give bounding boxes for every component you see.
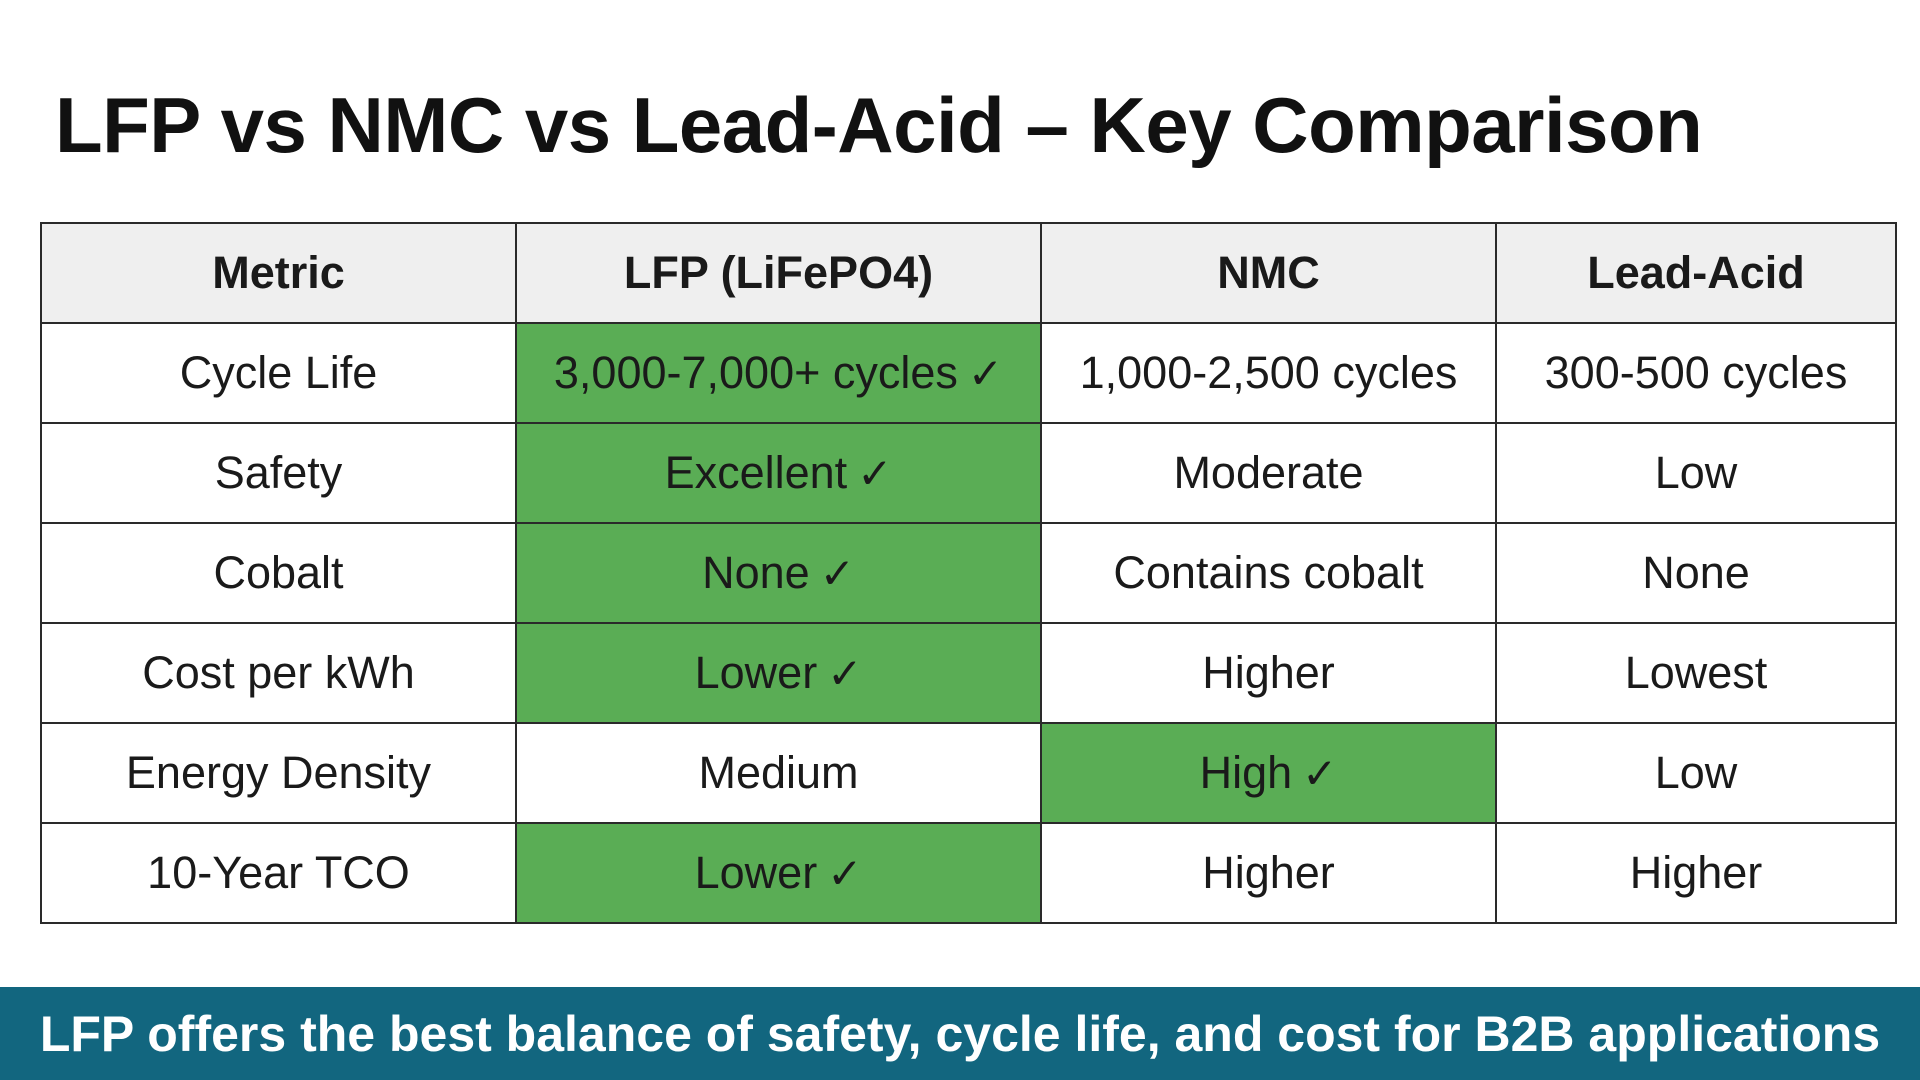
lead-acid-cell: None [1495, 522, 1897, 624]
metric-cell: Cycle Life [40, 322, 517, 424]
nmc-cell: 1,000-2,500 cycles [1040, 322, 1497, 424]
cell-text: Medium [698, 747, 859, 798]
lfp-cell: Lower ✓ [515, 822, 1042, 924]
header-metric: Metric [40, 222, 517, 324]
checkmark-icon: ✓ [857, 449, 893, 498]
slide-title: LFP vs NMC vs Lead-Acid – Key Comparison [55, 81, 1703, 169]
lead-acid-cell: Lowest [1495, 622, 1897, 724]
lead-acid-cell: Higher [1495, 822, 1897, 924]
checkmark-icon: ✓ [827, 849, 863, 898]
header-lfp: LFP (LiFePO4) [515, 222, 1042, 324]
comparison-table: Metric LFP (LiFePO4) NMC Lead-Acid Cycle… [40, 222, 1897, 924]
lead-acid-cell: Low [1495, 422, 1897, 524]
metric-cell: Cobalt [40, 522, 517, 624]
cell-text: Lower [694, 647, 818, 698]
nmc-cell: Moderate [1040, 422, 1497, 524]
table-row: Cobalt None ✓ Contains cobalt None [40, 522, 1897, 624]
cell-text: Lowest [1624, 647, 1768, 698]
table-row: Safety Excellent ✓ Moderate Low [40, 422, 1897, 524]
cell-text: 3,000-7,000+ cycles [553, 347, 958, 398]
table-row: Cycle Life 3,000-7,000+ cycles ✓ 1,000-2,50… [40, 322, 1897, 424]
cell-text: None [702, 547, 810, 598]
checkmark-icon: ✓ [827, 649, 863, 698]
table-body: Cycle Life 3,000-7,000+ cycles ✓ 1,000-2,50… [40, 322, 1897, 924]
nmc-cell: Higher [1040, 622, 1497, 724]
cell-text: Higher [1202, 847, 1335, 898]
lfp-cell: Excellent ✓ [515, 422, 1042, 524]
table-row: Energy Density Medium High ✓ Low [40, 722, 1897, 824]
checkmark-icon: ✓ [967, 349, 1004, 398]
cell-text: 1,000-2,500 cycles [1079, 347, 1458, 398]
cell-text: Higher [1629, 847, 1763, 898]
metric-cell: 10-Year TCO [40, 822, 517, 924]
nmc-cell: Higher [1040, 822, 1497, 924]
cell-text: High [1199, 747, 1293, 798]
lfp-cell: Lower ✓ [515, 622, 1042, 724]
table-header-row: Metric LFP (LiFePO4) NMC Lead-Acid [40, 222, 1897, 324]
cell-text: 300-500 cycles [1544, 347, 1848, 398]
cell-text: Low [1654, 747, 1738, 798]
nmc-cell: High ✓ [1040, 722, 1497, 824]
cell-text: Low [1654, 447, 1738, 498]
cell-text: Lower [694, 847, 818, 898]
metric-cell: Cost per kWh [40, 622, 517, 724]
lfp-cell: Medium [515, 722, 1042, 824]
table-row: 10-Year TCO Lower ✓ Higher Higher [40, 822, 1897, 924]
summary-banner: LFP offers the best balance of safety, c… [0, 987, 1920, 1080]
cell-text: Excellent [664, 447, 848, 498]
checkmark-icon: ✓ [819, 549, 855, 598]
checkmark-icon: ✓ [1302, 749, 1338, 798]
lfp-cell: 3,000-7,000+ cycles ✓ [515, 322, 1042, 424]
lead-acid-cell: 300-500 cycles [1495, 322, 1897, 424]
cell-text: Contains cobalt [1113, 547, 1424, 598]
header-lead-acid: Lead-Acid [1495, 222, 1897, 324]
lead-acid-cell: Low [1495, 722, 1897, 824]
lfp-cell: None ✓ [515, 522, 1042, 624]
summary-banner-text: LFP offers the best balance of safety, c… [39, 1005, 1881, 1062]
table-row: Cost per kWh Lower ✓ Higher Lowest [40, 622, 1897, 724]
metric-cell: Safety [40, 422, 517, 524]
nmc-cell: Contains cobalt [1040, 522, 1497, 624]
metric-cell: Energy Density [40, 722, 517, 824]
cell-text: None [1642, 547, 1750, 598]
cell-text: Higher [1202, 647, 1335, 698]
cell-text: Moderate [1173, 447, 1364, 498]
header-nmc: NMC [1040, 222, 1497, 324]
